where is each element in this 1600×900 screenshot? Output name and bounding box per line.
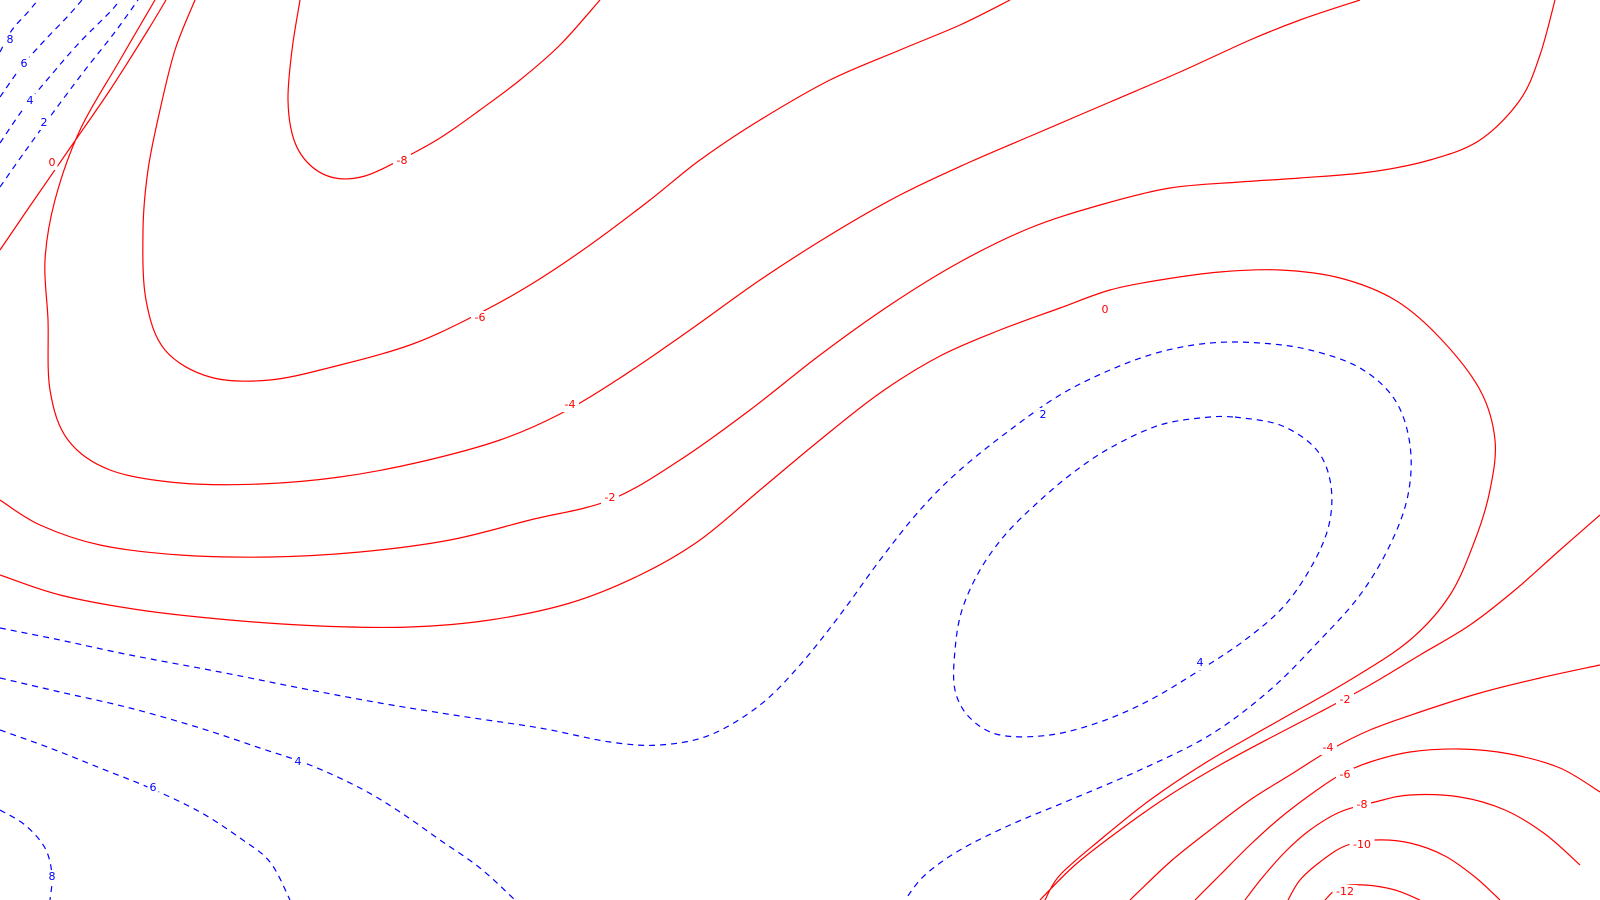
- contour-label: -12: [1336, 885, 1354, 898]
- contour-line-level-4-11: [952, 415, 1333, 738]
- contour-label-bg: [1349, 838, 1375, 852]
- contour-label: -10: [1353, 838, 1371, 851]
- contour-label: 2: [1040, 408, 1047, 421]
- contour-label-bg: [1332, 885, 1358, 899]
- contour-label-bg: [471, 311, 489, 325]
- contour-label: -4: [565, 398, 576, 411]
- contour-line-level-neg8-5: [287, 0, 601, 180]
- contour-label-bg: [147, 781, 159, 795]
- contour-line-level-neg2-8: [0, 0, 1556, 558]
- contour-line-level-6-1: [0, 0, 83, 98]
- contour-label-bg: [4, 33, 16, 47]
- contour-label: -6: [475, 311, 486, 324]
- contour-label-bg: [393, 154, 411, 168]
- contour-line-level-neg4-17: [1129, 664, 1600, 900]
- contour-line-level-4-2: [0, 0, 121, 144]
- contour-label: 8: [49, 870, 56, 883]
- contour-label: 2: [41, 116, 48, 129]
- contour-label-bg: [1194, 656, 1206, 670]
- contour-label-bg: [18, 57, 30, 71]
- contour-label: -6: [1340, 768, 1351, 781]
- contour-line-level-8-15: [0, 809, 53, 900]
- contour-label-bg: [1336, 768, 1354, 782]
- contour-label: -8: [397, 154, 408, 167]
- contour-label: -8: [1357, 798, 1368, 811]
- contour-line-level-neg10-20: [1287, 839, 1501, 900]
- contour-label: 4: [27, 94, 34, 107]
- contour-line-level-6-14: [0, 729, 291, 900]
- contour-label-bg: [561, 398, 579, 412]
- contour-label: 0: [49, 156, 56, 169]
- contour-label: 0: [1102, 303, 1109, 316]
- contour-label-bg: [46, 870, 58, 884]
- contour-label-bg: [24, 94, 36, 108]
- contour-line-level-4-13: [0, 677, 516, 900]
- contour-line-level-neg6-6: [142, 0, 1011, 382]
- contour-label: 6: [150, 781, 157, 794]
- contour-label-bg: [1336, 693, 1354, 707]
- contour-label-bg: [1353, 798, 1371, 812]
- contour-label: 8: [7, 33, 14, 46]
- contour-line-level-neg2-16: [1039, 514, 1600, 900]
- contour-label: -2: [605, 491, 616, 504]
- contour-line-level-0-9: [0, 269, 1497, 900]
- contour-line-level-neg6-18: [1194, 748, 1600, 900]
- contour-label: 4: [295, 755, 302, 768]
- contour-line-level-0-4: [0, 0, 167, 251]
- contour-label-bg: [601, 491, 619, 505]
- contour-label: -4: [1323, 741, 1334, 754]
- contour-label-bg: [1099, 303, 1111, 317]
- contour-label-bg: [1037, 408, 1049, 422]
- contour-line-level-2-10: [0, 341, 1412, 900]
- contour-line-level-neg8-19: [1244, 794, 1581, 900]
- contour-label-bg: [292, 755, 304, 769]
- contour-label-bg: [46, 156, 58, 170]
- contour-line-level-neg4-7: [44, 0, 1361, 486]
- contour-label-bg: [38, 116, 50, 130]
- contour-label: 6: [21, 57, 28, 70]
- contour-label: -2: [1340, 693, 1351, 706]
- contour-line-level-2-3: [0, 0, 139, 188]
- contour-label-bg: [1319, 741, 1337, 755]
- contour-label: 4: [1197, 656, 1204, 669]
